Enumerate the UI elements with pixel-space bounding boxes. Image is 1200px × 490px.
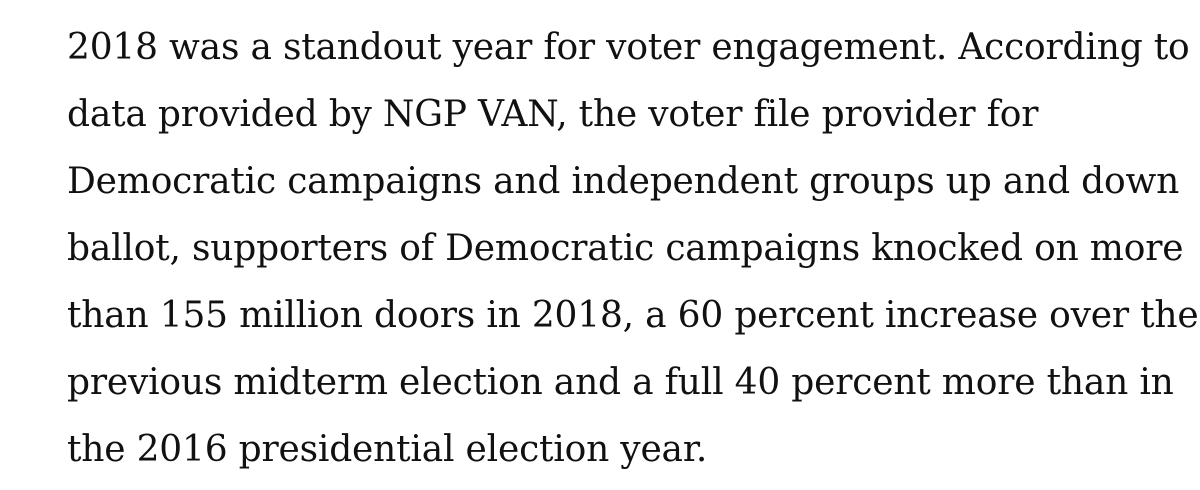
paragraph-line-7: the 2016 presidential election year.: [67, 429, 708, 470]
paragraph-line-1: 2018 was a standout year for voter engag…: [67, 27, 1190, 68]
paragraph-line-6: previous midterm election and a full 40 …: [67, 362, 1174, 403]
paragraph-line-4: ballot, supporters of Democratic campaig…: [67, 228, 1184, 269]
paragraph-line-2: data provided by NGP VAN, the voter file…: [67, 94, 1039, 135]
paragraph-line-3: Democratic campaigns and independent gro…: [67, 161, 1180, 202]
paragraph-line-5: than 155 million doors in 2018, a 60 per…: [67, 295, 1199, 336]
article-paragraph: 2018 was a standout year for voter engag…: [67, 14, 1199, 483]
